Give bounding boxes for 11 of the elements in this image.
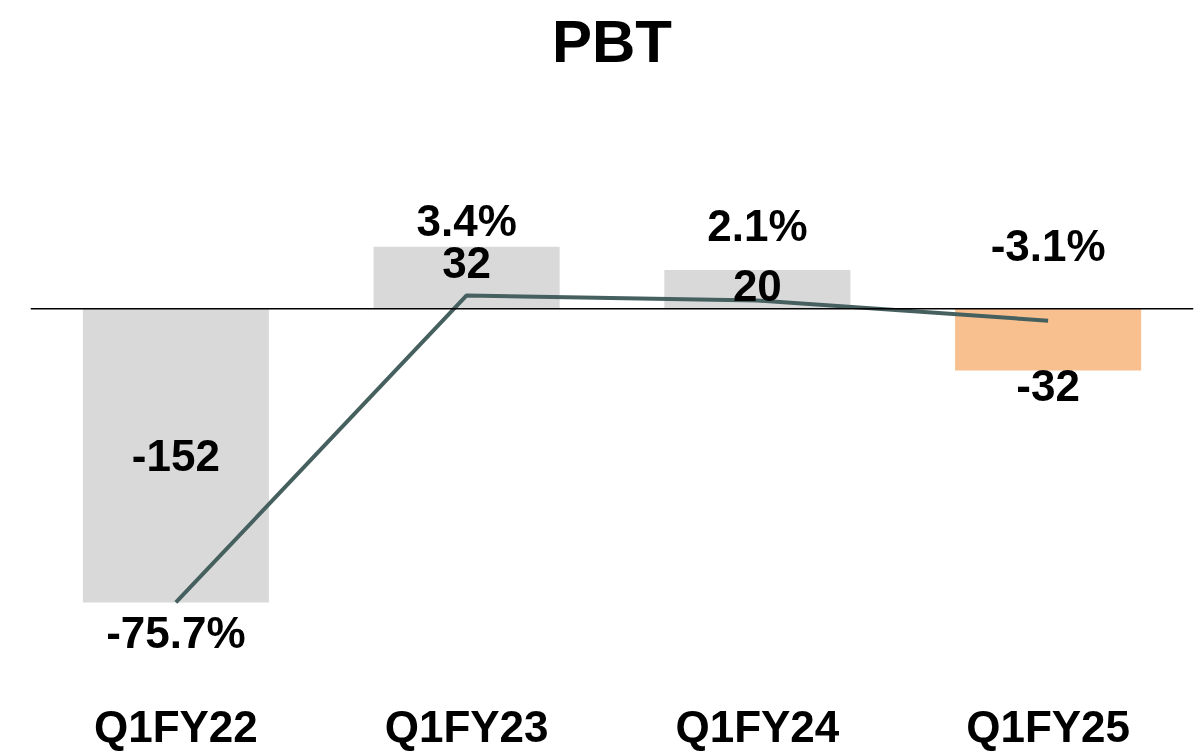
- data-label: -32: [1016, 361, 1080, 411]
- x-tick-label: Q1FY23: [384, 701, 549, 751]
- data-label: -75.7%: [106, 607, 246, 657]
- chart-title: PBT: [552, 7, 672, 75]
- x-tick-label: Q1FY24: [675, 701, 840, 751]
- x-tick-label: Q1FY25: [966, 701, 1131, 751]
- data-label: 20: [732, 260, 782, 310]
- data-label: 2.1%: [707, 200, 808, 250]
- x-tick-label: Q1FY22: [93, 701, 258, 751]
- data-label: -152: [131, 431, 220, 480]
- data-label: -3.1%: [990, 221, 1106, 271]
